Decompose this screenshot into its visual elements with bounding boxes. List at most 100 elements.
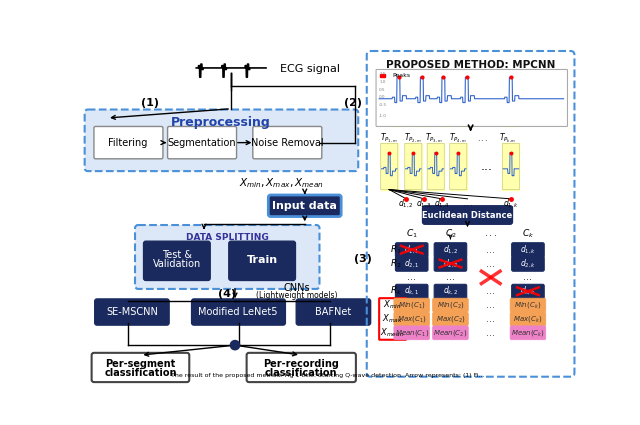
Text: $C_k$: $C_k$: [522, 227, 534, 240]
FancyBboxPatch shape: [394, 298, 429, 312]
Text: ECG signal: ECG signal: [280, 64, 340, 74]
Text: ...: ...: [486, 328, 495, 338]
Text: $R_2$: $R_2$: [390, 257, 402, 270]
Text: DATA SPLITTING: DATA SPLITTING: [186, 233, 269, 242]
Text: $Mean(C_2)$: $Mean(C_2)$: [433, 328, 468, 338]
FancyBboxPatch shape: [396, 284, 428, 299]
Text: CNNs: CNNs: [284, 283, 310, 293]
Text: $d_{1,k}$: $d_{1,k}$: [503, 197, 519, 210]
Text: (3): (3): [354, 254, 372, 264]
Text: $d_{1,1}$: $d_{1,1}$: [404, 244, 420, 256]
Text: $...$: $...$: [477, 134, 489, 143]
Text: Validation: Validation: [153, 258, 201, 269]
Text: ...: ...: [524, 272, 532, 282]
FancyBboxPatch shape: [433, 312, 468, 326]
Text: 1.0: 1.0: [379, 80, 385, 84]
Text: $...$: $...$: [462, 199, 473, 208]
FancyBboxPatch shape: [511, 284, 544, 299]
Text: $X_{min}$: $X_{min}$: [383, 299, 402, 312]
FancyBboxPatch shape: [433, 298, 468, 312]
FancyBboxPatch shape: [394, 312, 429, 326]
Text: $Mean(C_1)$: $Mean(C_1)$: [395, 328, 429, 338]
Text: BAFNet: BAFNet: [316, 307, 351, 317]
FancyBboxPatch shape: [143, 241, 210, 280]
Text: Train: Train: [246, 255, 278, 265]
Text: ...: ...: [486, 286, 495, 296]
Text: (4): (4): [218, 289, 236, 298]
FancyBboxPatch shape: [84, 110, 358, 171]
Text: ...: ...: [486, 258, 495, 269]
Text: ...: ...: [486, 300, 495, 310]
Text: $Max(C_1)$: $Max(C_1)$: [397, 314, 426, 324]
Text: $X_{min}, X_{max}, X_{mean}$: $X_{min}, X_{max}, X_{mean}$: [239, 176, 324, 190]
Text: $C_1$: $C_1$: [406, 227, 417, 240]
Circle shape: [230, 340, 239, 350]
Text: Filtering: Filtering: [108, 138, 148, 147]
Text: ...: ...: [524, 272, 532, 282]
Text: $X_{mean}$: $X_{mean}$: [380, 326, 404, 339]
FancyBboxPatch shape: [168, 127, 237, 159]
Text: $T_{P_{4,m}}$: $T_{P_{4,m}}$: [449, 132, 466, 145]
Bar: [381, 143, 397, 190]
Text: Per-segment: Per-segment: [106, 359, 175, 368]
Text: $d_{2,1}$: $d_{2,1}$: [404, 258, 420, 269]
Text: $T_{P_{3,m}}$: $T_{P_{3,m}}$: [426, 132, 443, 145]
FancyBboxPatch shape: [135, 225, 319, 289]
FancyBboxPatch shape: [394, 326, 429, 340]
Text: $Min(C_2)$: $Min(C_2)$: [436, 300, 464, 310]
FancyBboxPatch shape: [510, 312, 546, 326]
Text: $d_{1,2}$: $d_{1,2}$: [398, 197, 414, 210]
Text: Input data: Input data: [272, 201, 337, 211]
Text: ...: ...: [407, 272, 416, 282]
Text: ...: ...: [481, 160, 493, 173]
Text: ...: ...: [446, 272, 455, 282]
Text: $d_{2,2}$: $d_{2,2}$: [442, 258, 458, 269]
Text: (Lightweight models): (Lightweight models): [256, 292, 338, 300]
Text: -0.5: -0.5: [379, 103, 387, 107]
Text: $Min(C_k)$: $Min(C_k)$: [515, 300, 541, 310]
Text: (1): (1): [141, 98, 159, 108]
Text: 0.0: 0.0: [379, 95, 386, 99]
Bar: [458, 70, 476, 126]
Text: SE-MSCNN: SE-MSCNN: [106, 307, 158, 317]
Text: $d_{k,k}$: $d_{k,k}$: [520, 285, 536, 298]
Text: $d_{k,1}$: $d_{k,1}$: [404, 285, 419, 298]
Text: ...: ...: [486, 245, 495, 255]
FancyBboxPatch shape: [94, 127, 163, 159]
Text: $T_{P_{2,m}}$: $T_{P_{2,m}}$: [404, 132, 421, 145]
FancyBboxPatch shape: [246, 353, 356, 382]
Text: $Min(C_1)$: $Min(C_1)$: [398, 300, 426, 310]
Text: $d_{2,k}$: $d_{2,k}$: [520, 258, 536, 269]
FancyBboxPatch shape: [511, 257, 544, 271]
FancyBboxPatch shape: [396, 257, 428, 271]
Bar: [502, 143, 520, 190]
FancyBboxPatch shape: [92, 353, 189, 382]
FancyBboxPatch shape: [376, 69, 568, 127]
FancyBboxPatch shape: [433, 326, 468, 340]
Text: $R_1$: $R_1$: [390, 244, 402, 256]
Bar: [435, 70, 452, 126]
Text: $Mean(C_k)$: $Mean(C_k)$: [511, 328, 545, 338]
Text: Test &: Test &: [162, 250, 192, 260]
FancyBboxPatch shape: [434, 257, 467, 271]
FancyBboxPatch shape: [268, 195, 341, 217]
Bar: [413, 70, 430, 126]
Text: $T_{P_{1,m}}$: $T_{P_{1,m}}$: [380, 132, 398, 145]
FancyBboxPatch shape: [191, 299, 285, 325]
FancyBboxPatch shape: [95, 299, 169, 325]
Text: -1.0: -1.0: [379, 114, 387, 119]
Text: classification: classification: [104, 368, 177, 378]
Text: Modified LeNet5: Modified LeNet5: [198, 307, 278, 317]
Bar: [390, 70, 407, 126]
Text: $Max(C_2)$: $Max(C_2)$: [436, 314, 465, 324]
Bar: [502, 70, 520, 126]
Text: 1.5: 1.5: [379, 72, 385, 76]
FancyBboxPatch shape: [296, 299, 371, 325]
Text: Segmentation: Segmentation: [168, 138, 236, 147]
Bar: [428, 143, 444, 190]
Bar: [380, 74, 385, 77]
Text: $d_{1,4}$: $d_{1,4}$: [434, 197, 450, 210]
Text: ...: ...: [446, 272, 455, 282]
Text: $d_{k,2}$: $d_{k,2}$: [443, 285, 458, 298]
Text: Per-recording: Per-recording: [263, 359, 339, 368]
